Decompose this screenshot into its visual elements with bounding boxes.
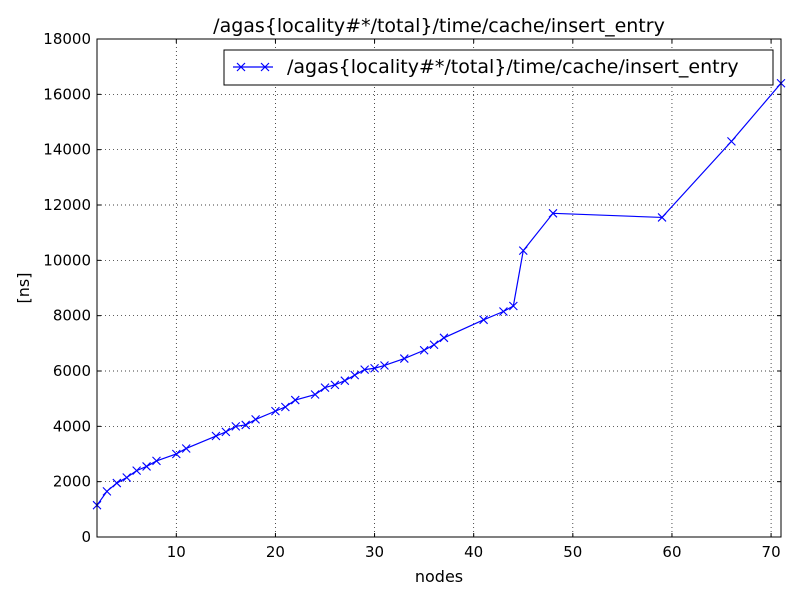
data-point-marker	[102, 486, 112, 496]
legend-label: /agas{locality#*/total}/time/cache/inser…	[287, 56, 739, 78]
data-point-marker	[171, 449, 181, 459]
data-point-marker	[508, 301, 518, 311]
data-point-marker	[280, 402, 290, 412]
y-tick-label: 16000	[43, 85, 91, 103]
x-tick-label: 20	[266, 543, 285, 561]
y-tick-label: 0	[81, 528, 91, 546]
data-point-marker	[419, 345, 429, 355]
x-tick-label: 60	[662, 543, 681, 561]
y-tick-label: 2000	[53, 473, 91, 491]
y-tick-label: 10000	[43, 251, 91, 269]
x-tick-label: 40	[464, 543, 483, 561]
data-point-marker	[380, 361, 389, 370]
y-tick-label: 4000	[53, 417, 91, 435]
data-point-marker	[727, 136, 736, 146]
data-point-marker	[518, 246, 528, 256]
data-point-marker	[251, 415, 260, 424]
legend-box	[223, 49, 774, 86]
data-point-marker	[429, 340, 439, 350]
data-point-marker	[132, 466, 142, 475]
data-point-marker	[271, 406, 280, 416]
data-point-marker	[221, 427, 231, 437]
data-point-marker	[499, 307, 508, 316]
data-point-marker	[360, 365, 370, 375]
data-point-marker	[142, 462, 151, 471]
data-point-marker	[211, 431, 221, 441]
legend-marker-swatch	[236, 62, 270, 72]
x-tick-label: 50	[563, 543, 582, 561]
y-tick-label: 6000	[53, 362, 91, 380]
data-point-marker	[181, 444, 191, 453]
axis-ticks: 10 20 30 40 50 60 70 0 2000 4000 6000 8000 10000 1200…	[43, 30, 781, 561]
data-point-marker	[370, 363, 379, 373]
data-point-marker	[350, 370, 360, 380]
y-tick-label: 18000	[43, 30, 91, 48]
data-point-marker	[657, 213, 667, 222]
grid-lines	[97, 38, 781, 538]
data-point-marker	[122, 473, 132, 482]
data-point-marker	[320, 383, 330, 392]
x-tick-label: 30	[365, 543, 384, 561]
data-point-marker	[479, 315, 488, 325]
data-point-marker	[399, 354, 409, 363]
data-point-marker	[241, 420, 251, 430]
data-point-marker	[112, 478, 122, 488]
y-tick-label: 12000	[43, 196, 91, 214]
series-layer	[92, 78, 786, 510]
x-tick-label: 70	[762, 543, 781, 561]
data-point-marker	[310, 390, 320, 399]
data-point-marker	[152, 456, 161, 466]
data-point-marker	[231, 421, 241, 431]
x-tick-label: 10	[167, 543, 186, 561]
plot-frame	[96, 38, 782, 538]
data-point-marker	[330, 380, 340, 390]
y-tick-label: 14000	[43, 141, 91, 159]
data-point-marker	[548, 208, 558, 218]
data-point-marker	[439, 333, 449, 343]
x-axis-label: nodes	[415, 567, 463, 586]
legend: /agas{locality#*/total}/time/cache/inser…	[223, 49, 774, 86]
data-point-marker	[340, 376, 350, 386]
chart-title: /agas{locality#*/total}/time/cache/inser…	[213, 15, 665, 37]
y-axis-label: [ns]	[14, 273, 33, 304]
data-point-marker	[290, 395, 300, 405]
y-tick-label: 8000	[53, 307, 91, 325]
